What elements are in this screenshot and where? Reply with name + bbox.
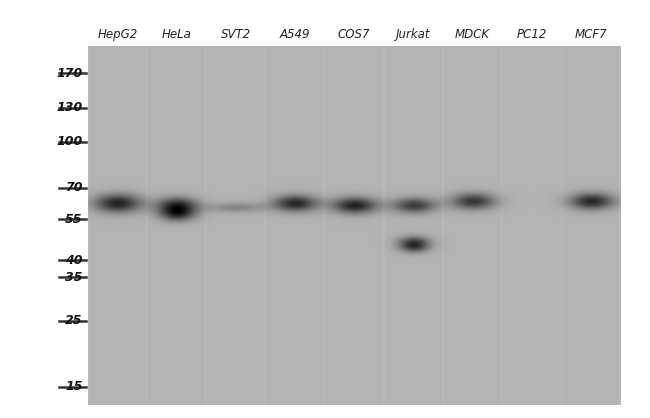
Text: A549: A549 bbox=[280, 28, 310, 41]
Text: HepG2: HepG2 bbox=[98, 28, 138, 41]
Text: SVT2: SVT2 bbox=[221, 28, 251, 41]
Text: 15: 15 bbox=[65, 380, 83, 393]
Text: 35: 35 bbox=[65, 271, 83, 284]
Text: Jurkat: Jurkat bbox=[396, 28, 431, 41]
Text: 70: 70 bbox=[65, 181, 83, 194]
Text: 25: 25 bbox=[65, 314, 83, 327]
Text: MCF7: MCF7 bbox=[575, 28, 608, 41]
Text: 55: 55 bbox=[65, 213, 83, 226]
Text: 130: 130 bbox=[57, 102, 83, 115]
Text: PC12: PC12 bbox=[517, 28, 547, 41]
Text: 170: 170 bbox=[57, 67, 83, 80]
Text: HeLa: HeLa bbox=[162, 28, 192, 41]
Text: 40: 40 bbox=[65, 254, 83, 267]
Text: MDCK: MDCK bbox=[455, 28, 490, 41]
Text: COS7: COS7 bbox=[338, 28, 370, 41]
Text: 100: 100 bbox=[57, 135, 83, 148]
